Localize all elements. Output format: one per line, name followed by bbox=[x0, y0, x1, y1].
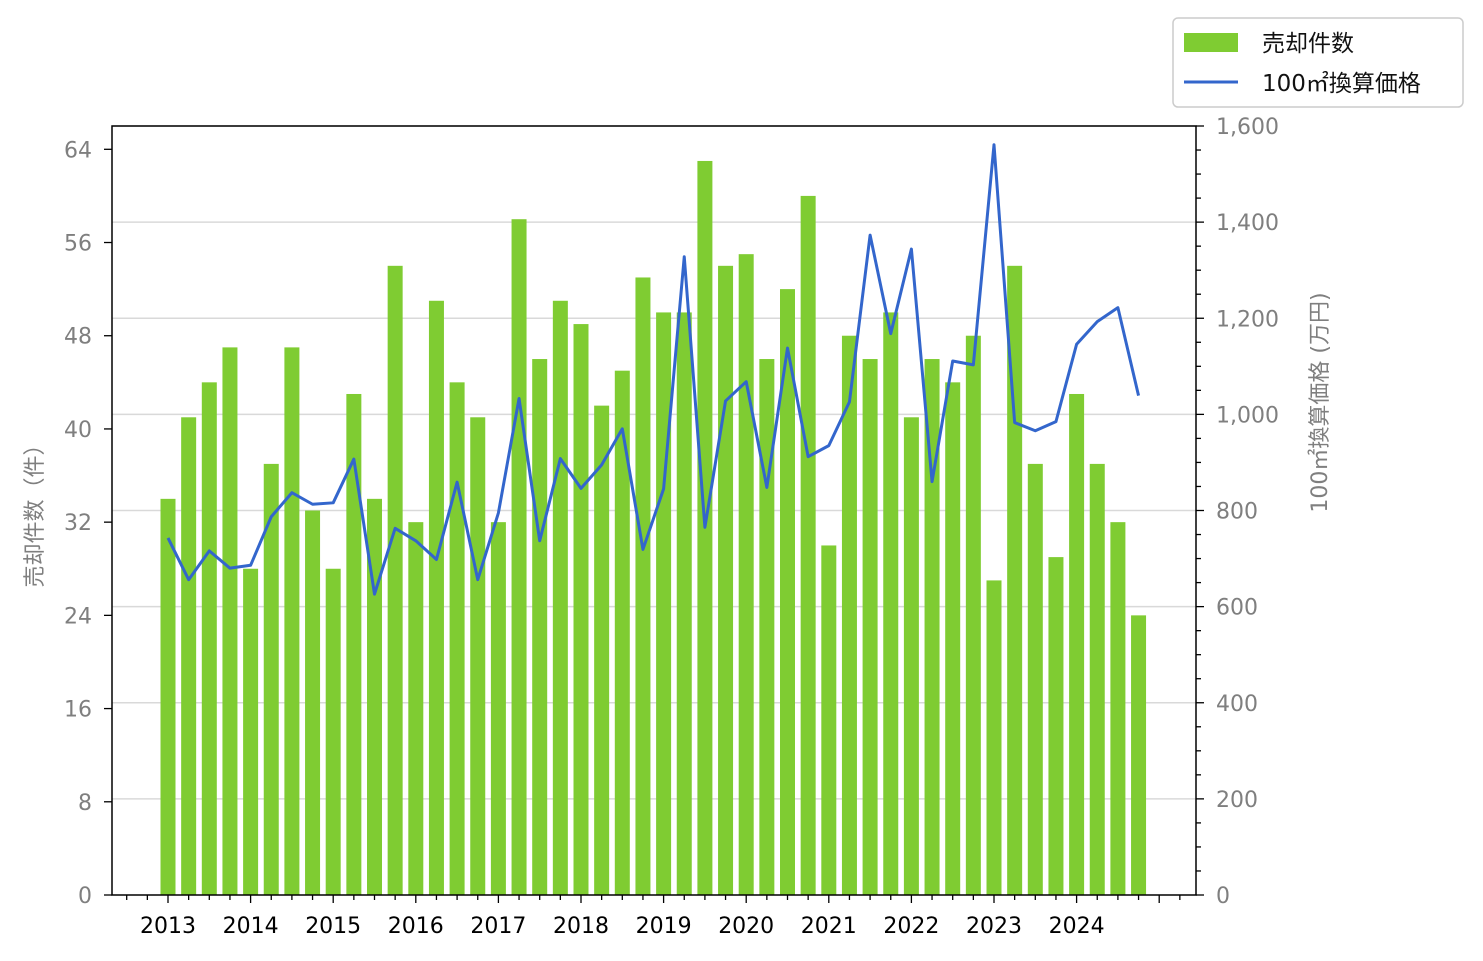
y-left-tick-label-24: 24 bbox=[64, 604, 92, 629]
bar-29 bbox=[759, 359, 775, 896]
x-tick-label-2022: 2022 bbox=[883, 914, 939, 939]
bar-13 bbox=[428, 300, 444, 896]
bar-14 bbox=[449, 382, 465, 895]
price-line-group bbox=[166, 143, 1141, 596]
y-left-tick-label-32: 32 bbox=[64, 511, 92, 536]
y-left-tick-label-40: 40 bbox=[64, 418, 92, 443]
y-right-tick-label-600: 600 bbox=[1216, 596, 1258, 621]
bar-17 bbox=[511, 219, 527, 895]
bar-47 bbox=[1131, 615, 1147, 895]
bar-31 bbox=[800, 195, 816, 896]
bar-36 bbox=[903, 417, 919, 895]
bar-32 bbox=[821, 545, 837, 895]
bar-43 bbox=[1048, 557, 1064, 895]
bar-35 bbox=[883, 312, 899, 895]
y-right-tick-label-0: 0 bbox=[1216, 884, 1230, 909]
bar-4 bbox=[243, 568, 259, 895]
x-tick-label-2013: 2013 bbox=[140, 914, 196, 939]
bar-0 bbox=[160, 498, 176, 895]
legend-label-price: 100㎡換算価格 bbox=[1262, 71, 1421, 97]
bar-34 bbox=[862, 359, 878, 896]
bar-16 bbox=[490, 522, 506, 895]
bar-33 bbox=[841, 335, 857, 895]
y-right-tick-label-1000: 1,000 bbox=[1216, 403, 1279, 428]
bar-45 bbox=[1089, 463, 1105, 895]
bar-37 bbox=[924, 359, 940, 896]
bar-27 bbox=[718, 265, 734, 895]
price-line bbox=[166, 143, 1141, 596]
y-left-tick-label-16: 16 bbox=[64, 698, 92, 723]
x-tick-label-2023: 2023 bbox=[966, 914, 1022, 939]
y-left-tick-label-56: 56 bbox=[64, 232, 92, 257]
bar-21 bbox=[594, 405, 610, 895]
bar-44 bbox=[1069, 393, 1085, 895]
bar-7 bbox=[305, 510, 321, 895]
y-right-tick-label-400: 400 bbox=[1216, 692, 1258, 717]
y-right-tick-label-200: 200 bbox=[1216, 788, 1258, 813]
bar-8 bbox=[325, 568, 341, 895]
bar-11 bbox=[387, 265, 403, 895]
bar-25 bbox=[676, 312, 692, 895]
bar-5 bbox=[263, 463, 279, 895]
right-axis-title: 100㎡換算価格 (万円) bbox=[1307, 292, 1333, 512]
legend: 売却件数 100㎡換算価格 bbox=[1172, 17, 1464, 108]
legend-bar-swatch bbox=[1184, 33, 1238, 52]
bar-28 bbox=[738, 254, 754, 895]
bar-12 bbox=[408, 522, 424, 895]
y-left-tick-label-64: 64 bbox=[64, 138, 92, 163]
bar-18 bbox=[532, 359, 548, 896]
y-right-tick-label-1400: 1,400 bbox=[1216, 211, 1279, 236]
bar-42 bbox=[1027, 463, 1043, 895]
y-left-tick-label-0: 0 bbox=[78, 884, 92, 909]
bar-22 bbox=[614, 370, 630, 895]
legend-label-sales-count: 売却件数 bbox=[1262, 31, 1354, 57]
left-axis-title: 売却件数（件） bbox=[23, 433, 48, 587]
bar-19 bbox=[552, 300, 568, 896]
y-right-tick-label-1200: 1,200 bbox=[1216, 307, 1279, 332]
legend-box bbox=[1172, 17, 1464, 108]
bar-38 bbox=[945, 382, 961, 895]
x-tick-label-2021: 2021 bbox=[801, 914, 857, 939]
bar-1 bbox=[181, 417, 197, 895]
x-tick-label-2018: 2018 bbox=[553, 914, 609, 939]
bar-46 bbox=[1110, 522, 1126, 895]
x-tick-label-2024: 2024 bbox=[1049, 914, 1105, 939]
bar-40 bbox=[986, 580, 1002, 895]
bar-20 bbox=[573, 324, 589, 895]
bar-6 bbox=[284, 347, 300, 895]
x-tick-label-2015: 2015 bbox=[305, 914, 361, 939]
bar-10 bbox=[367, 498, 382, 895]
x-tick-label-2017: 2017 bbox=[470, 914, 526, 939]
y-right-tick-label-1600: 1,600 bbox=[1216, 115, 1279, 140]
bar-23 bbox=[635, 277, 651, 895]
x-tick-label-2019: 2019 bbox=[636, 914, 692, 939]
x-tick-label-2016: 2016 bbox=[388, 914, 444, 939]
x-tick-label-2020: 2020 bbox=[718, 914, 774, 939]
bar-3 bbox=[222, 347, 238, 895]
bar-9 bbox=[346, 393, 362, 895]
y-left-tick-label-48: 48 bbox=[64, 325, 92, 350]
bar-15 bbox=[470, 417, 486, 895]
bar-30 bbox=[780, 289, 795, 895]
bar-24 bbox=[656, 312, 672, 895]
bars bbox=[160, 160, 1147, 896]
bar-39 bbox=[965, 335, 981, 895]
y-left-tick-label-8: 8 bbox=[78, 791, 92, 816]
bar-2 bbox=[201, 382, 217, 895]
y-right-tick-label-800: 800 bbox=[1216, 500, 1258, 525]
x-tick-label-2014: 2014 bbox=[223, 914, 279, 939]
axes: 2013 2014 2015 2016 2017 2018 2019 2020 2021 2022… bbox=[23, 115, 1333, 939]
